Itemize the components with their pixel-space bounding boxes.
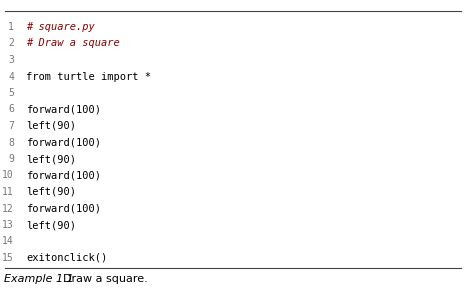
Text: 13: 13	[2, 220, 14, 230]
Text: 9: 9	[8, 154, 14, 164]
Text: 7: 7	[8, 121, 14, 131]
Text: 2: 2	[8, 38, 14, 49]
Text: 15: 15	[2, 253, 14, 263]
Text: exitonclick(): exitonclick()	[26, 253, 107, 263]
Text: 11: 11	[2, 187, 14, 197]
Text: # Draw a square: # Draw a square	[26, 38, 120, 49]
Text: 1: 1	[8, 22, 14, 32]
Text: 8: 8	[8, 138, 14, 147]
Text: # square.py: # square.py	[26, 22, 95, 32]
Text: 3: 3	[8, 55, 14, 65]
Text: left(90): left(90)	[26, 187, 76, 197]
Text: forward(100): forward(100)	[26, 170, 101, 181]
Text: 14: 14	[2, 237, 14, 247]
Text: from turtle import *: from turtle import *	[26, 72, 151, 81]
Text: Example 1.1: Example 1.1	[4, 274, 74, 284]
Text: 6: 6	[8, 104, 14, 115]
Text: left(90): left(90)	[26, 121, 76, 131]
Text: 10: 10	[2, 170, 14, 181]
Text: Draw a square.: Draw a square.	[56, 274, 148, 284]
Text: forward(100): forward(100)	[26, 138, 101, 147]
Text: left(90): left(90)	[26, 154, 76, 164]
Text: forward(100): forward(100)	[26, 104, 101, 115]
Text: forward(100): forward(100)	[26, 204, 101, 213]
Text: 5: 5	[8, 88, 14, 98]
Text: left(90): left(90)	[26, 220, 76, 230]
Text: 12: 12	[2, 204, 14, 213]
Text: 4: 4	[8, 72, 14, 81]
